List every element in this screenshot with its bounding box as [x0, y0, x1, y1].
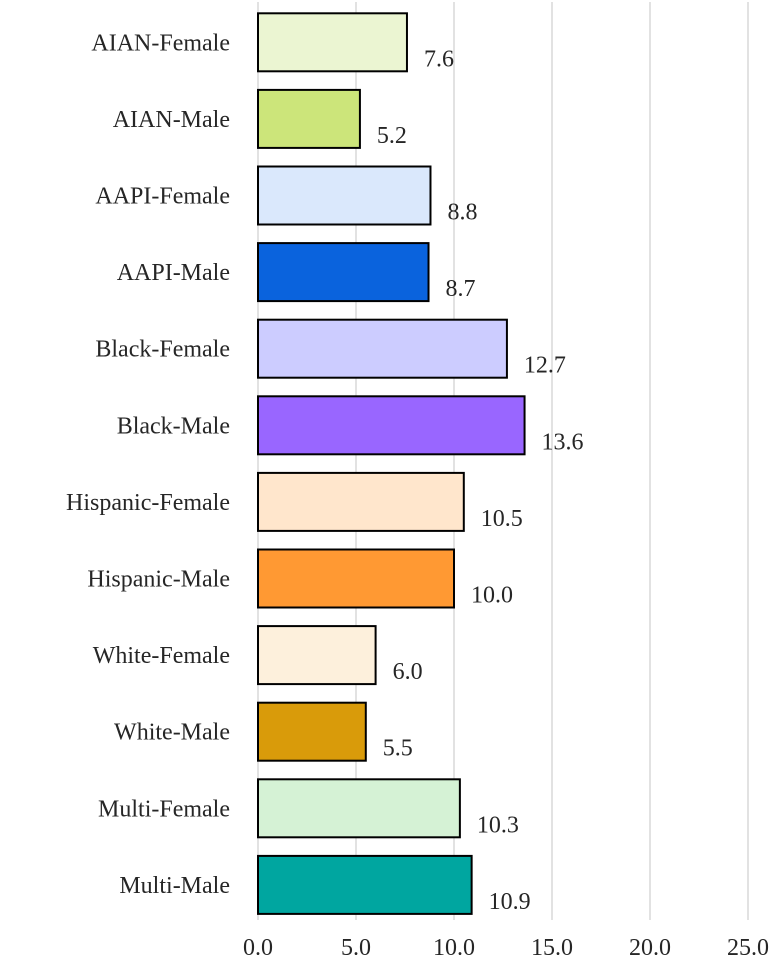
gridlines	[257, 2, 749, 920]
bar-aian-male	[257, 88, 361, 149]
bar-black-female	[257, 318, 508, 379]
bar-aian-female	[257, 12, 408, 73]
value-label: 8.7	[446, 276, 476, 302]
bars	[257, 12, 526, 915]
value-label: 10.9	[489, 889, 531, 915]
category-label: White-Male	[114, 720, 230, 746]
value-label: 10.5	[481, 506, 523, 532]
value-label: 10.0	[471, 583, 513, 609]
x-tick-label: 15.0	[531, 935, 573, 961]
value-label: 13.6	[542, 429, 584, 455]
bar-black-male	[257, 395, 526, 456]
bar-aapi-female	[257, 165, 432, 226]
bar-aapi-male	[257, 242, 430, 303]
category-label: AAPI-Female	[95, 184, 230, 210]
bar-white-female	[257, 625, 377, 686]
x-tick-label: 0.0	[243, 935, 273, 961]
labels: 0.0 5.0 10.0 15.0 20.0 25.0 AIAN-Female 7.6 AIAN…	[66, 30, 769, 961]
bar-hispanic-male	[257, 548, 455, 609]
x-tick-label: 25.0	[727, 935, 769, 961]
category-label: Multi-Male	[119, 873, 230, 899]
value-label: 8.8	[447, 200, 477, 226]
category-label: Multi-Female	[98, 796, 230, 822]
value-label: 12.7	[524, 353, 566, 379]
x-tick-label: 10.0	[433, 935, 475, 961]
value-label: 5.2	[377, 123, 407, 149]
category-label: AAPI-Male	[117, 260, 230, 286]
category-label: Hispanic-Male	[87, 567, 230, 593]
bar-hispanic-female	[257, 471, 465, 532]
category-label: Black-Female	[95, 337, 230, 363]
value-label: 7.6	[424, 46, 454, 72]
category-label: Hispanic-Female	[66, 490, 230, 516]
value-label: 6.0	[393, 659, 423, 685]
category-label: White-Female	[93, 643, 230, 669]
x-tick-label: 20.0	[629, 935, 671, 961]
bar-multi-female	[257, 778, 461, 839]
bar-multi-male	[257, 854, 473, 915]
value-label: 5.5	[383, 736, 413, 762]
category-label: AIAN-Female	[91, 30, 230, 56]
category-label: Black-Male	[117, 413, 230, 439]
bar-white-male	[257, 701, 367, 762]
x-tick-label: 5.0	[341, 935, 371, 961]
category-label: AIAN-Male	[113, 107, 230, 133]
value-label: 10.3	[477, 812, 519, 838]
